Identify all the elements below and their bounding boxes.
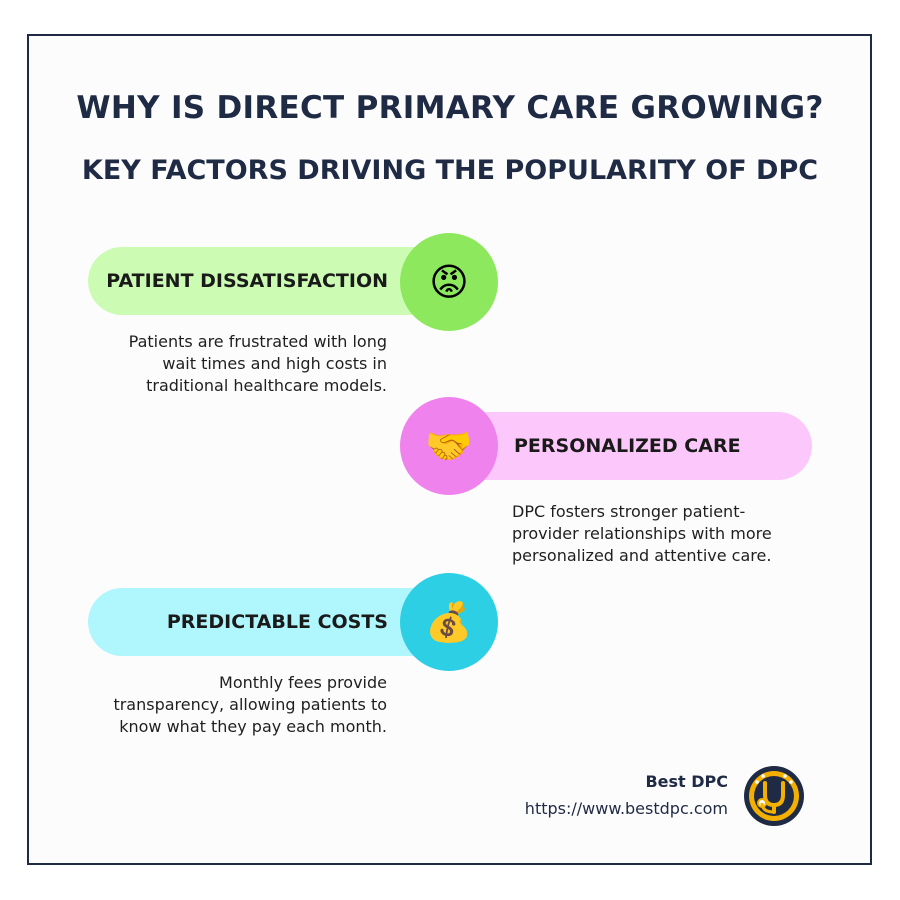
page-subtitle: KEY FACTORS DRIVING THE POPULARITY OF DP… [81,155,819,186]
stethoscope-logo-icon [744,766,804,826]
factor-description: DPC fosters stronger patient- provider r… [512,502,772,565]
factor-label: PERSONALIZED CARE [514,435,741,457]
factor-description: Patients are frustrated with long wait t… [128,332,387,395]
factor-circle-predictable-costs: 💰 [400,573,498,671]
factor-circle-patient-dissatisfaction: 😡 [400,233,498,331]
factor-pill-patient-dissatisfaction: PATIENT DISSATISFACTION [88,247,448,315]
factor-label: PREDICTABLE COSTS [166,611,388,633]
angry-face-icon: 😡 [429,260,469,304]
brand-name: Best DPC [645,772,728,791]
brand-url-link[interactable]: https://www.bestdpc.com [524,799,728,818]
handshake-icon: 🤝 [425,424,473,468]
money-bag-icon: 💰 [425,600,473,644]
factor-description: Monthly fees provide transparency, allow… [113,673,387,736]
page-title: WHY IS DIRECT PRIMARY CARE GROWING? [76,90,824,126]
factor-label: PATIENT DISSATISFACTION [106,270,388,292]
factor-circle-personalized-care: 🤝 [400,397,498,495]
factor-pill-predictable-costs: PREDICTABLE COSTS [88,588,448,656]
